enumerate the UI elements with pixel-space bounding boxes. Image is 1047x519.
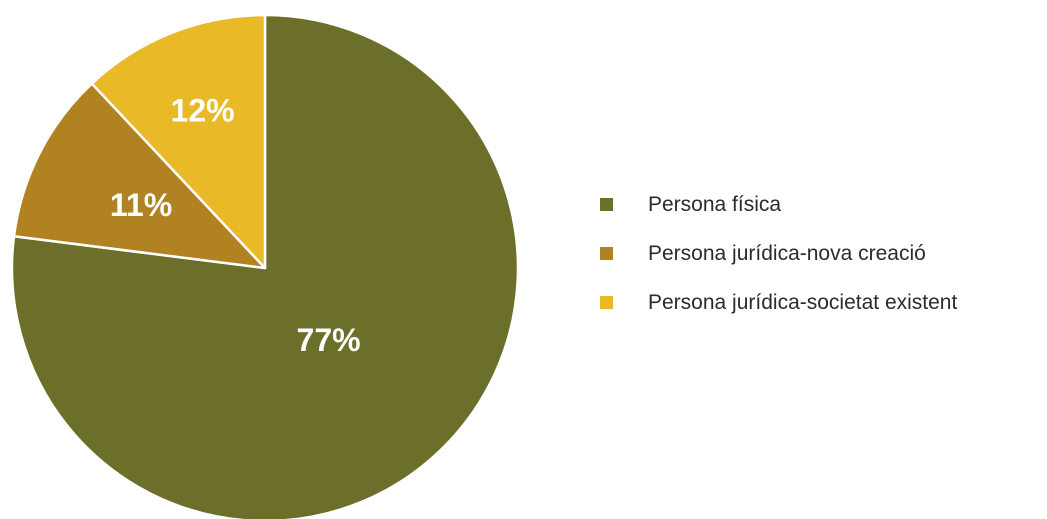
legend: Persona física Persona jurídica-nova cre…	[600, 186, 957, 333]
pie-chart: 77% 11% 12%	[10, 13, 520, 519]
legend-label: Persona jurídica-societat existent	[648, 290, 958, 314]
legend-label: Persona física	[648, 192, 782, 216]
slice-value-label: 77%	[297, 322, 361, 358]
pie-slice	[12, 82, 267, 270]
pie-slice	[90, 13, 267, 270]
legend-swatch	[600, 247, 613, 260]
pie-slices	[10, 13, 520, 519]
legend-label: Persona jurídica-nova creació	[648, 241, 926, 265]
legend-item-persona-juridica-nova: Persona jurídica-nova creació	[600, 235, 957, 272]
legend-swatch	[600, 296, 613, 309]
legend-item-persona-fisica: Persona física	[600, 186, 957, 223]
slice-value-label: 11%	[110, 187, 172, 223]
legend-item-persona-juridica-existent: Persona jurídica-societat existent	[600, 284, 957, 321]
pie-labels: 77% 11% 12%	[110, 92, 361, 358]
slice-value-label: 12%	[171, 92, 235, 128]
legend-swatch	[600, 198, 613, 211]
